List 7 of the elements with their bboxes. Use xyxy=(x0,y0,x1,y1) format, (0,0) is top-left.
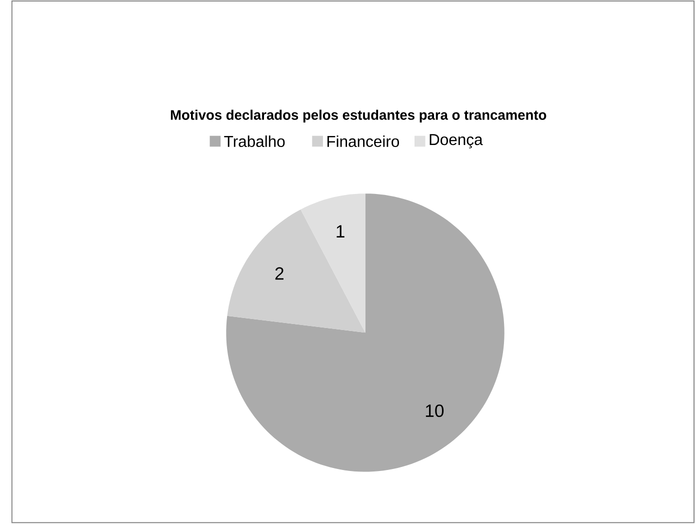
chart-title: Motivos declarados pelos estudantes para o trancamento xyxy=(170,110,546,123)
legend-label: Doença xyxy=(430,134,483,149)
legend-label: Trabalho xyxy=(224,136,285,148)
data-label: 2 xyxy=(275,267,284,280)
legend-label: Financeiro xyxy=(327,136,400,148)
data-label: 10 xyxy=(426,404,444,418)
data-label: 1 xyxy=(336,225,344,238)
